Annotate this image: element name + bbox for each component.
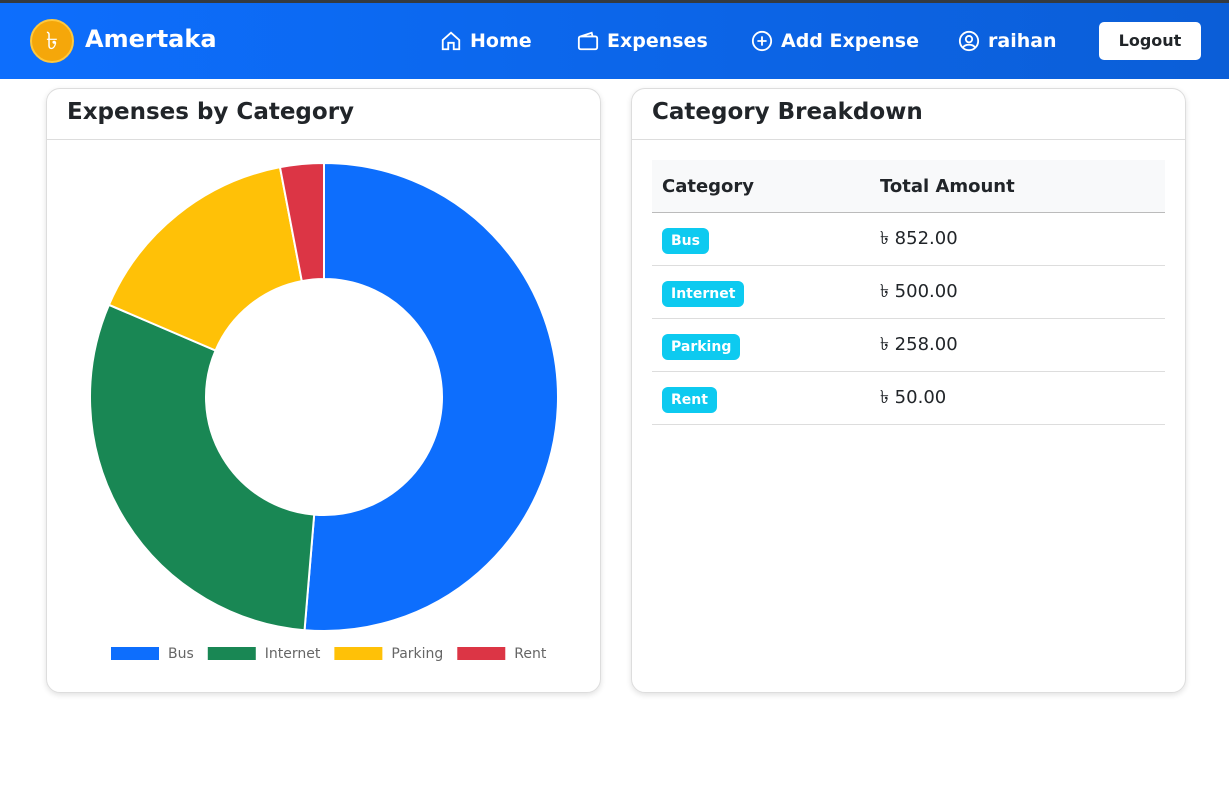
legend-swatch — [457, 647, 506, 660]
amount: ৳ 500.00 — [870, 265, 1165, 319]
nav-add[interactable]: Add Expense — [751, 30, 919, 52]
nav-user[interactable]: raihan — [958, 30, 1057, 52]
category-badge: Internet — [662, 280, 745, 307]
nav-text[interactable]: Expenses — [607, 30, 708, 52]
category-badge: Rent — [662, 386, 717, 413]
category-badge: Parking — [662, 333, 741, 360]
amount: ৳ 258.00 — [870, 318, 1165, 372]
nav-expenses[interactable]: Expenses — [577, 30, 708, 52]
donut-slice — [303, 161, 559, 632]
nav-text[interactable]: Add Expense — [781, 30, 919, 52]
legend-swatch — [334, 647, 383, 660]
chart: Bus Internet Parking Rent — [89, 161, 559, 662]
row: Rent ৳ 50.00 — [652, 371, 1165, 425]
table-card: Category Breakdown Category Total Amount … — [631, 88, 1186, 693]
card-title: Expenses by Category — [47, 89, 600, 140]
legend-label: Rent — [514, 646, 547, 662]
donut-slice — [278, 161, 325, 283]
legend-label: Bus — [168, 646, 194, 662]
legend-label: Internet — [265, 646, 321, 662]
header-cell: Total Amount — [870, 160, 1165, 213]
nav-home[interactable]: Home — [440, 30, 532, 52]
donut-slice — [89, 303, 316, 632]
header-row: Category Total Amount — [652, 160, 1165, 213]
donut-slice — [107, 166, 303, 352]
row: Bus ৳ 852.00 — [652, 212, 1165, 266]
nav-text[interactable]: raihan — [988, 30, 1057, 52]
breakdown-table: Category Total Amount Bus ৳ 852.00 Interne… — [652, 160, 1165, 425]
row: Internet ৳ 500.00 — [652, 265, 1165, 319]
card-title: Category Breakdown — [632, 89, 1185, 140]
legend-swatch — [111, 647, 159, 660]
nav-text[interactable]: Home — [470, 30, 532, 52]
chart-card: Expenses by Category Bus Internet Parking R… — [46, 88, 601, 693]
navbar: ৳ Amertaka Home Expenses Add Expense rai… — [0, 0, 1229, 79]
logout-button[interactable]: Logout — [1099, 22, 1201, 60]
legend-label: Parking — [391, 646, 443, 662]
legend-swatch — [207, 647, 256, 660]
row: Parking ৳ 258.00 — [652, 318, 1165, 372]
logo[interactable]: ৳ — [30, 19, 74, 63]
brand[interactable]: Amertaka — [85, 25, 217, 53]
header-cell: Category — [652, 160, 870, 213]
category-badge: Bus — [662, 227, 709, 254]
amount: ৳ 852.00 — [870, 212, 1165, 266]
amount: ৳ 50.00 — [870, 371, 1165, 425]
